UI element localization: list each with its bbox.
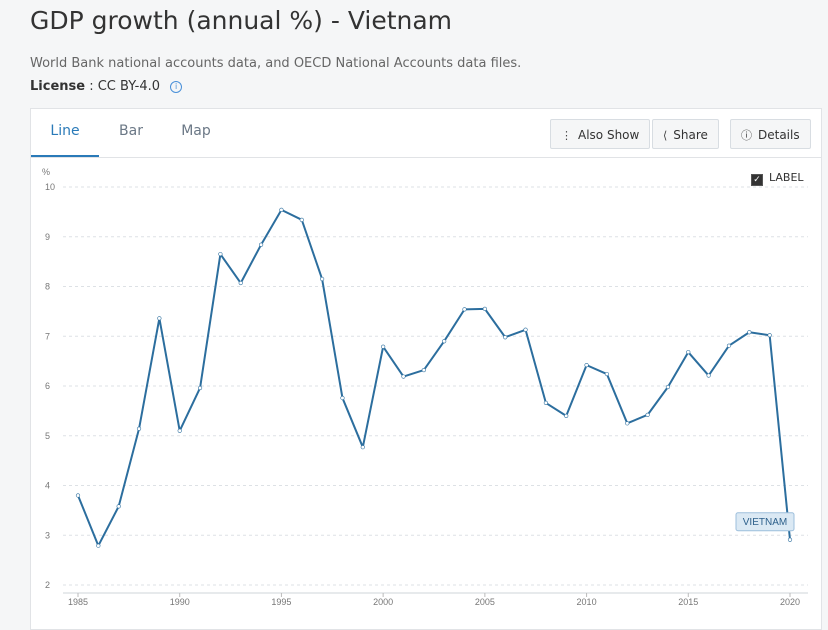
source-note: World Bank national accounts data, and O… [30, 56, 522, 71]
y-tick-label: 7 [45, 331, 50, 341]
tab-map[interactable]: Map [181, 123, 211, 139]
tab-line[interactable]: Line [31, 109, 99, 157]
label-toggle[interactable]: ✓ LABEL [751, 171, 804, 186]
info-icon: ⓘ [741, 129, 752, 142]
data-point [320, 276, 325, 282]
series-end-label: VIETNAM [743, 517, 787, 528]
also-show-button[interactable]: ⋮ Also Show [550, 119, 651, 149]
data-point [360, 445, 365, 450]
share-icon: ⟨ [663, 129, 668, 142]
label-toggle-text: LABEL [769, 171, 804, 184]
y-tick-label: 9 [45, 232, 50, 242]
page-title: GDP growth (annual %) - Vietnam [30, 6, 453, 35]
x-tick-label: 2000 [373, 597, 393, 607]
data-point [177, 428, 182, 433]
y-tick-label: 3 [45, 530, 50, 540]
data-point [340, 395, 345, 401]
license-line: License : CC BY-4.0 i [30, 79, 183, 94]
data-point [604, 371, 610, 377]
data-point [136, 426, 142, 431]
data-point [462, 307, 467, 312]
y-tick-label: 2 [45, 580, 50, 590]
data-point [299, 217, 304, 222]
checkbox-icon[interactable]: ✓ [751, 174, 763, 186]
license-value: : CC BY-4.0 [89, 79, 160, 94]
share-button[interactable]: ⟨ Share [652, 119, 719, 149]
data-point [726, 343, 732, 348]
chart-tabs: Line Bar Map ⋮ Also Show ⟨ Share ⓘ Details [31, 109, 821, 158]
data-point [665, 384, 671, 390]
data-point [482, 306, 487, 311]
y-tick-label: 10 [45, 182, 55, 192]
info-icon[interactable]: i [170, 81, 183, 93]
data-point [75, 493, 81, 498]
data-point [238, 280, 243, 286]
x-tick-label: 1990 [170, 597, 190, 607]
license-label: License [30, 79, 86, 94]
details-button[interactable]: ⓘ Details [730, 119, 811, 149]
data-point [279, 207, 284, 212]
y-tick-label: 8 [45, 282, 50, 292]
data-point [645, 412, 650, 417]
data-point [96, 543, 101, 548]
data-point [421, 367, 426, 373]
x-tick-label: 2010 [577, 597, 597, 607]
y-tick-label: 6 [45, 381, 50, 391]
series-end-label-box [735, 512, 795, 532]
y-tick-label: 4 [45, 481, 50, 491]
y-axis-unit: % [42, 167, 50, 177]
line-chart: 2 3 4 5 6 7 8 9 10% 1985 1990 1995 2000 2005 2010 2015 2… [42, 167, 808, 607]
data-point [523, 327, 528, 332]
data-point [401, 374, 406, 379]
vertical-dots-icon: ⋮ [561, 129, 572, 142]
data-point [381, 344, 386, 349]
x-tick-label: 1995 [271, 597, 291, 607]
data-point [564, 413, 569, 418]
data-point [584, 363, 589, 368]
y-tick-label: 5 [45, 431, 50, 441]
data-point [197, 385, 203, 391]
data-point [706, 373, 711, 378]
tab-bar[interactable]: Bar [119, 123, 143, 139]
data-point [787, 537, 793, 542]
x-tick-label: 2005 [475, 597, 495, 607]
data-point [767, 333, 772, 338]
details-label: Details [758, 128, 800, 142]
also-show-label: Also Show [578, 128, 640, 142]
data-point [503, 335, 508, 340]
data-point [686, 350, 691, 355]
data-point [218, 252, 223, 257]
chart-panel: Line Bar Map ⋮ Also Show ⟨ Share ⓘ Details … [30, 108, 822, 630]
data-point [258, 242, 264, 247]
data-point [442, 339, 447, 344]
data-point [157, 316, 162, 321]
share-label: Share [673, 128, 708, 142]
series-line-vietnam [77, 208, 791, 547]
x-tick-label: 2015 [678, 597, 698, 607]
data-point [543, 400, 548, 406]
data-point [625, 421, 630, 426]
x-tick-label: 1985 [68, 597, 88, 607]
data-point [116, 504, 121, 509]
data-point [747, 330, 752, 335]
x-tick-label: 2020 [780, 597, 800, 607]
